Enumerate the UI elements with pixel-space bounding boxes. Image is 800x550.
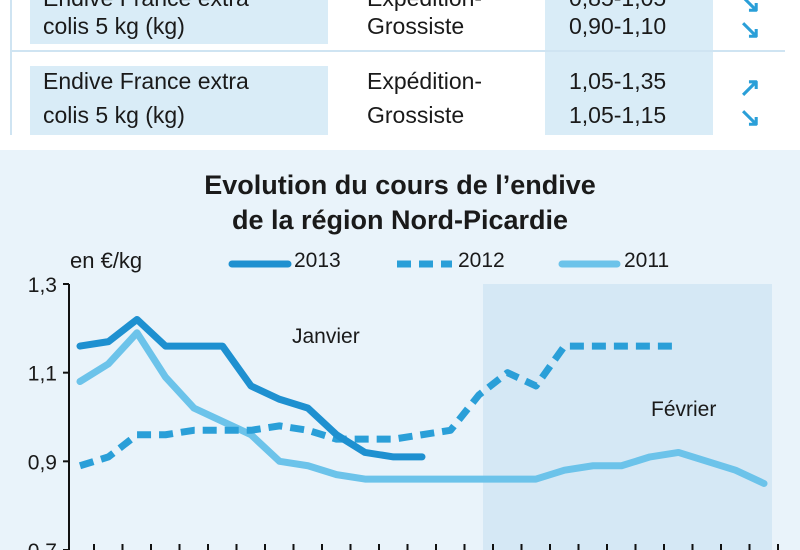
y-tick-label: 0,7 [28,540,57,550]
annotation-fevrier: Février [651,398,717,421]
row2-price-line2: 1,05-1,15 [569,102,667,128]
product-cell-bg [30,0,328,44]
legend-label-2012: 2012 [458,249,505,272]
fevrier-shaded-band [483,284,772,550]
annotation-janvier: Janvier [292,325,360,348]
row1-product-line1: Endive France extra [43,0,249,15]
row1-stage-line1: Expédition- [367,0,482,15]
row1-stage-line2: Grossiste [367,13,465,39]
trend-down-icon: ↘ [739,102,761,132]
row1-price-line1: 0,85-1,05 [569,0,666,15]
trend-down-icon: ↘ [739,14,761,44]
y-axis-unit-label: en €/kg [70,248,143,273]
legend-label-2011: 2011 [624,249,670,272]
series-line-2013 [76,315,426,461]
y-tick-label: 1,1 [28,363,57,386]
series-line-2011 [76,329,768,487]
row2-stage-line1: Expédition- [367,68,483,94]
chart-title-line1: Evolution du cours de l’endive [204,170,596,200]
table-left-border [10,0,12,135]
row2-product-line2: colis 5 kg (kg) [43,102,185,128]
trend-up-icon: ↗ [739,72,761,102]
legend [228,260,621,268]
product-cell-bg [30,66,328,135]
legend-label-2013: 2013 [294,249,341,272]
row2-stage-line2: Grossiste [367,102,465,128]
chart-title-line2: de la région Nord-Picardie [231,205,569,235]
row1-price-line2: 0,90-1,10 [569,13,667,39]
series-line-2012 [78,342,679,470]
y-tick-label: 1,3 [28,274,57,297]
y-tick-label: 0,9 [28,451,57,474]
row1-product-line2: colis 5 kg (kg) [43,13,185,39]
row2-price-line1: 1,05-1,35 [569,68,667,94]
price-column-bg [545,0,713,135]
trend-down-icon: ↘ [739,0,761,18]
row2-product-line1: Endive France extra [43,68,249,94]
row-separator [10,50,785,52]
price-table [10,0,785,135]
